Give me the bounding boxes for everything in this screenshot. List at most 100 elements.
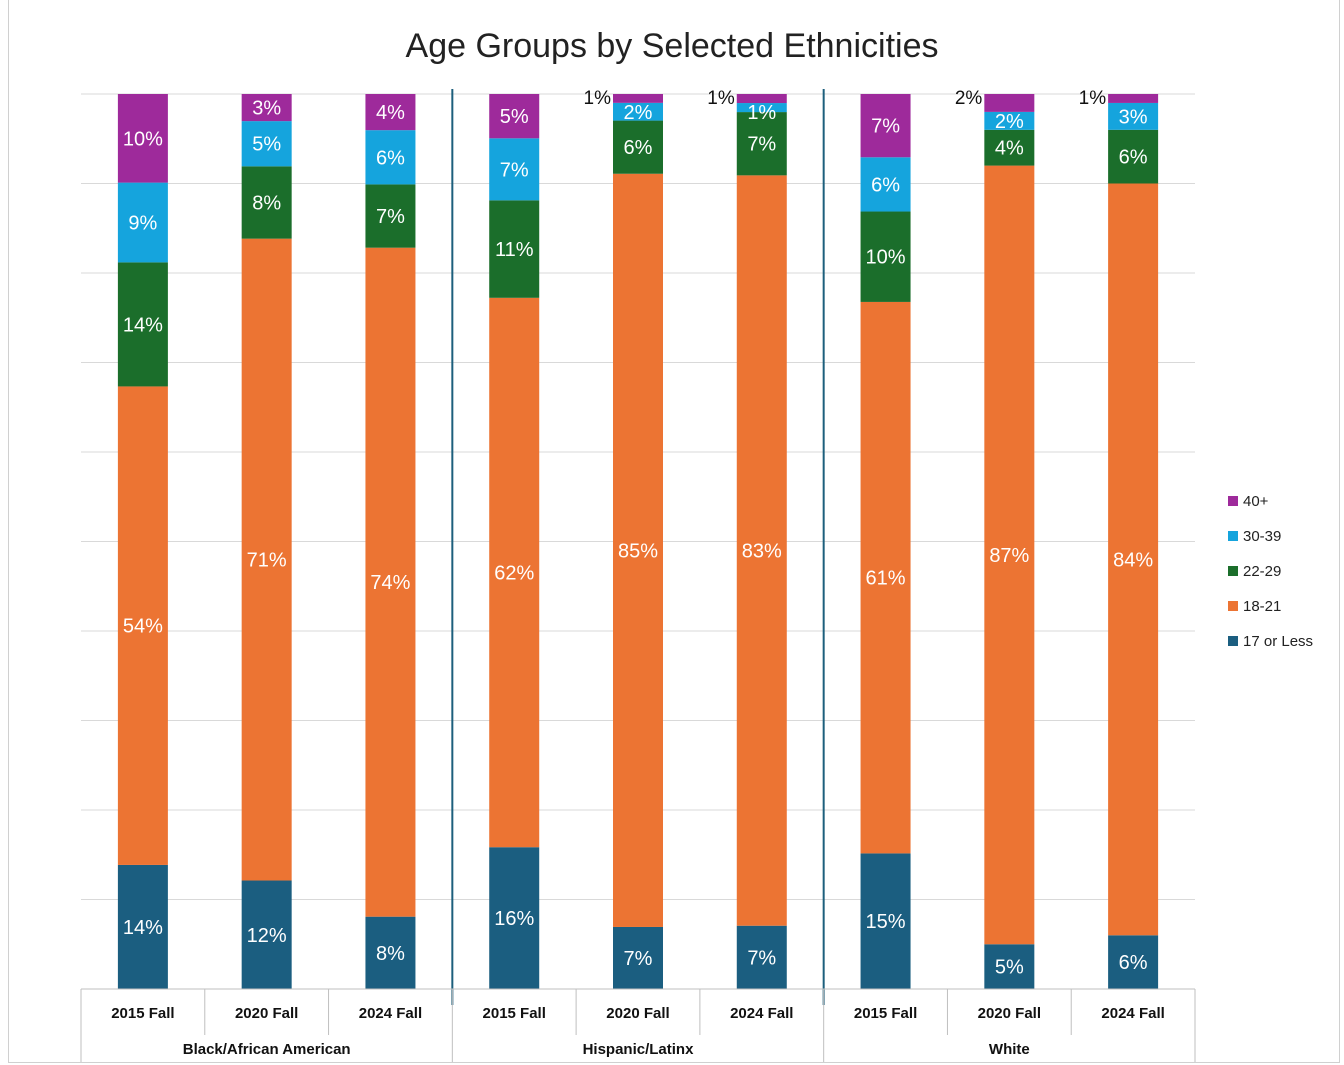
legend-swatch-17-or-less <box>1228 636 1238 646</box>
x-tick-label: 2015 Fall <box>111 1005 174 1022</box>
x-tick-label: 2015 Fall <box>483 1005 546 1022</box>
data-label: 7% <box>624 948 653 970</box>
bar-segment-40- <box>241 94 292 122</box>
bar-segment-40- <box>117 94 168 183</box>
data-label: 87% <box>989 545 1029 567</box>
x-tick-label: 2024 Fall <box>1101 1005 1164 1022</box>
x-tick-label: 2024 Fall <box>359 1005 422 1022</box>
bar-segment-17-or-less <box>1108 935 1159 989</box>
bar-segment-18-21 <box>984 165 1035 945</box>
data-label: 16% <box>494 908 534 930</box>
bar-segment-30-39 <box>489 138 540 201</box>
data-label: 54% <box>123 616 163 638</box>
data-label: 11% <box>495 239 534 261</box>
data-label: 10% <box>866 247 906 269</box>
data-label: 5% <box>252 134 281 156</box>
bar-segment-40- <box>1108 94 1159 103</box>
data-label: 1% <box>1079 88 1107 109</box>
data-label: 15% <box>866 911 906 933</box>
data-label: 8% <box>376 943 405 965</box>
legend-label-22-29: 22-29 <box>1243 563 1281 580</box>
bar-segment-17-or-less <box>613 926 663 989</box>
data-label: 1% <box>707 88 735 109</box>
legend-swatch-22-29 <box>1228 566 1238 576</box>
bar-segment-30-39 <box>613 102 663 121</box>
legend-label-18-21: 18-21 <box>1243 598 1281 615</box>
x-tick-label: 2015 Fall <box>854 1005 917 1022</box>
chart-frame <box>8 0 1340 1063</box>
data-label: 14% <box>123 314 163 336</box>
bar-segment-30-39 <box>984 111 1035 130</box>
bar-segment-18-21 <box>1108 183 1159 936</box>
bar-segment-40- <box>489 94 540 139</box>
x-tick-label: 2024 Fall <box>730 1005 793 1022</box>
data-label: 10% <box>123 128 163 150</box>
data-label: 14% <box>123 917 163 939</box>
bars <box>117 94 1159 989</box>
data-labels: 14% 54% 14% 9% 10% 12% 71% 8% 5% 3% 8% 74% 7% 6% 4% 16%… <box>123 88 1153 979</box>
data-label: 7% <box>747 134 776 156</box>
bar-segment-22-29 <box>1108 129 1159 184</box>
data-label: 3% <box>252 98 281 120</box>
data-label: 8% <box>252 192 281 214</box>
chart-title: Age Groups by Selected Ethnicities <box>406 27 939 65</box>
legend-label-17-or-less: 17 or Less <box>1243 633 1313 650</box>
data-label: 6% <box>376 147 405 169</box>
data-label: 4% <box>376 102 405 124</box>
bar-segment-17-or-less <box>489 847 540 989</box>
legend-swatch-40- <box>1228 496 1238 506</box>
data-label: 2% <box>624 102 653 124</box>
data-label: 3% <box>1119 106 1148 128</box>
data-label: 2% <box>955 88 983 109</box>
bar-segment-22-29 <box>860 211 911 302</box>
data-label: 7% <box>871 116 900 138</box>
bar-segment-17-or-less <box>241 880 292 989</box>
data-label: 84% <box>1113 549 1153 571</box>
data-label: 61% <box>866 568 906 590</box>
data-label: 5% <box>995 957 1024 979</box>
bar-segment-22-29 <box>241 166 292 239</box>
data-label: 12% <box>247 925 287 947</box>
group-label: White <box>989 1041 1030 1058</box>
bar-segment-17-or-less <box>860 853 911 989</box>
bar-segment-30-39 <box>365 130 416 185</box>
group-label: Hispanic/Latinx <box>583 1041 695 1058</box>
legend-swatch-30-39 <box>1228 531 1238 541</box>
data-label: 71% <box>247 550 287 572</box>
bar-segment-18-21 <box>489 297 540 848</box>
x-tick-label: 2020 Fall <box>978 1005 1041 1022</box>
bar-segment-18-21 <box>613 173 663 927</box>
bar-segment-22-29 <box>117 262 168 387</box>
data-label: 5% <box>500 106 529 128</box>
data-label: 6% <box>1119 952 1148 974</box>
bar-segment-22-29 <box>365 184 416 248</box>
data-label: 6% <box>1119 147 1148 169</box>
data-label: 7% <box>747 947 776 969</box>
bar-segment-17-or-less <box>365 916 416 989</box>
data-label: 1% <box>747 102 776 124</box>
bar-segment-40- <box>613 94 663 103</box>
legend-label-40-: 40+ <box>1243 493 1269 510</box>
bar-segment-22-29 <box>489 200 540 298</box>
x-axis: 2015 Fall 2020 Fall 2024 Fall Black/African… <box>80 988 1196 1062</box>
bar-segment-40- <box>984 94 1035 112</box>
bar-segment-18-21 <box>365 247 416 917</box>
data-label: 74% <box>370 572 410 594</box>
bar-segment-30-39 <box>241 121 292 167</box>
bar-segment-22-29 <box>984 129 1035 166</box>
bar-segment-17-or-less <box>736 925 787 989</box>
group-label: Black/African American <box>183 1041 351 1058</box>
bar-segment-40- <box>736 94 787 104</box>
data-label: 83% <box>742 541 782 563</box>
bar-segment-18-21 <box>860 301 911 854</box>
bar-segment-22-29 <box>613 120 663 174</box>
bar-segment-22-29 <box>736 112 787 176</box>
bar-segment-30-39 <box>860 157 911 212</box>
bar-segment-18-21 <box>117 386 168 865</box>
data-label: 2% <box>995 111 1024 133</box>
data-label: 4% <box>995 138 1024 160</box>
data-label: 62% <box>494 563 534 585</box>
data-label: 1% <box>584 88 612 109</box>
data-label: 7% <box>500 159 529 181</box>
